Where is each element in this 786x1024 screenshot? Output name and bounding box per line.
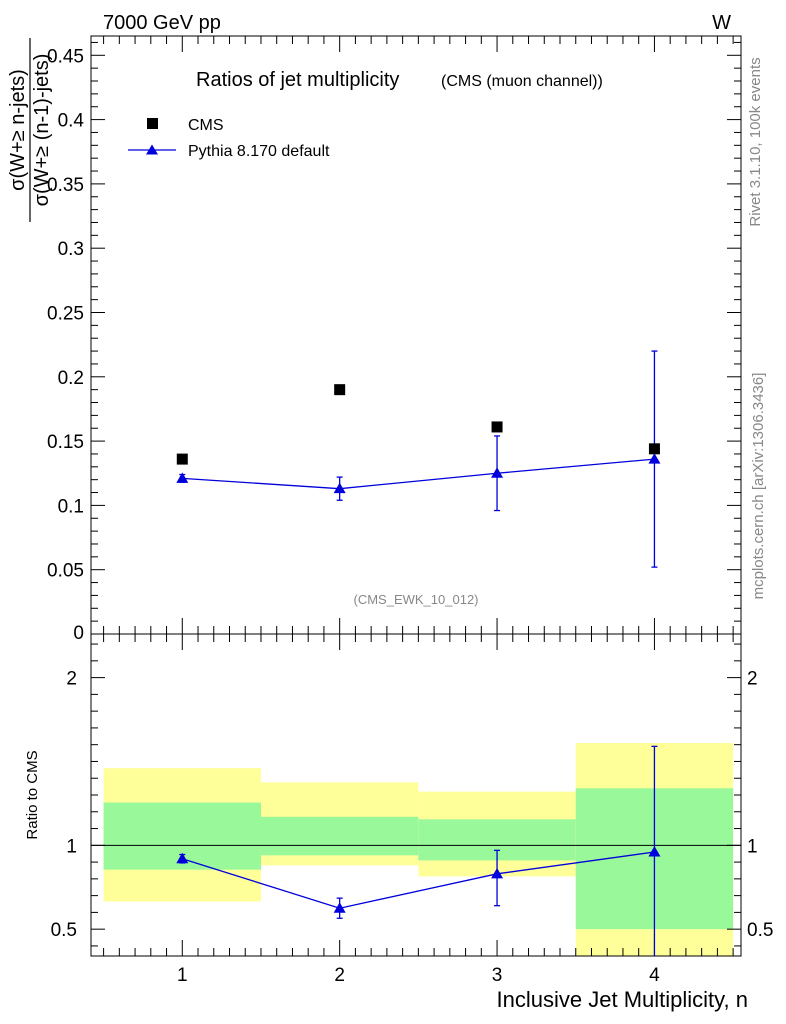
pythia-point [648,453,661,464]
main-y-tick-label: 0.25 [47,303,84,324]
pythia-point [176,472,189,483]
x-tick-label: 3 [492,965,503,986]
data-marks [176,350,661,956]
y-label-denominator: σ(W+≥ (n-1)-jets) [31,54,53,207]
rivet-label: Rivet 3.1.10, 100k events [747,57,764,226]
ratio-bands [103,743,734,956]
x-tick-label: 1 [177,965,188,986]
main-y-tick-label: 0.15 [47,432,84,453]
pythia-line [182,458,655,490]
ratio-pythia-line [182,851,655,909]
ratio-y-tick-label-right: 1 [747,836,758,857]
cms-point [176,453,188,465]
main-y-tick-label: 0.1 [58,496,84,517]
ratio-y-tick-label-right: 2 [747,669,758,690]
main-y-tick-label: 0.4 [58,111,85,132]
main-y-tick-label-zero: 0 [73,623,84,644]
main-y-tick-label: 0.3 [58,239,84,260]
legend-cms-marker [147,118,158,129]
pythia-point [491,467,504,478]
pythia-point [333,482,346,494]
chart-title: Ratios of jet multiplicity [196,69,399,91]
ratio-pythia-point [176,852,189,864]
y-label-numerator: σ(W+≥ n-jets) [7,69,29,191]
x-tick-label: 2 [334,965,345,986]
ratio-y-tick-label-left: 0.5 [51,920,77,941]
legend-cms-label: CMS [188,117,224,134]
main-y-tick-label: 0.45 [47,46,84,67]
ratio-y-axis-label: Ratio to CMS [24,750,41,839]
ratio-pythia-point [648,846,661,857]
ratio-pythia-point [491,867,504,879]
analysis-tag: (CMS_EWK_10_012) [354,592,479,607]
x-axis-label: Inclusive Jet Multiplicity, n [497,987,748,1012]
ratio-y-tick-label-left: 1 [66,836,77,857]
cms-point [648,443,660,455]
chart-subtitle: (CMS (muon channel)) [441,73,603,90]
source-label: mcplots.cern.ch [arXiv:1306.3436] [750,373,767,600]
main-y-tick-label: 0.35 [47,175,84,196]
ratio-y-tick-label-right: 0.5 [747,920,773,941]
ratio-pythia-point [333,902,346,913]
legend-pythia-marker [146,144,158,155]
stat-uncertainty-band-2 [260,816,419,856]
cms-point [334,384,346,396]
axis-ticks: 0.05 0.1 0.15 0.2 0.25 0.3 0.35 0.4 0.45 0 1 2 3 4 0.5… [47,36,773,986]
ratio-y-tick-label-left: 2 [66,669,77,690]
main-y-axis-label: σ(W+≥ n-jets) σ(W+≥ (n-1)-jets) [7,38,53,222]
x-tick-label: 4 [649,965,660,986]
legend-pythia-label: Pythia 8.170 default [188,143,330,160]
main-y-tick-label: 0.2 [58,368,84,389]
cms-point [491,421,503,433]
energy-label: 7000 GeV pp [103,12,221,34]
main-y-tick-label: 0.05 [47,561,84,582]
process-label: W [712,12,731,34]
